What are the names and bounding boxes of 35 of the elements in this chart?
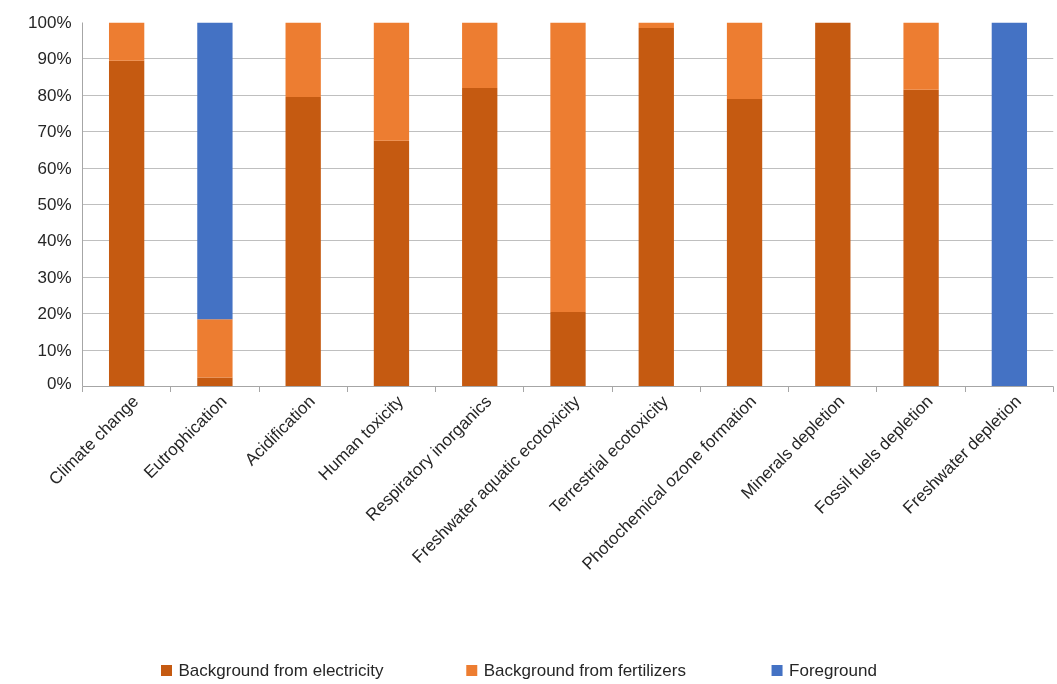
legend-label: Background from electricity — [178, 661, 385, 680]
y-tick-label: 30% — [37, 267, 72, 287]
bar — [815, 22, 851, 387]
bar — [550, 311, 586, 387]
y-tick-label: 80% — [37, 85, 72, 105]
bar — [726, 98, 763, 387]
bar — [462, 88, 498, 387]
bar — [903, 89, 939, 387]
bar — [550, 22, 586, 312]
y-tick-label: 40% — [37, 231, 72, 251]
bar — [638, 27, 674, 387]
bar — [197, 22, 233, 320]
y-tick-label: 20% — [37, 304, 72, 324]
bar — [462, 22, 498, 89]
y-tick-label: 50% — [37, 195, 72, 214]
bar — [373, 140, 410, 387]
bar — [903, 22, 939, 90]
bar — [373, 22, 410, 141]
bar — [991, 22, 1028, 387]
bar — [285, 22, 321, 98]
bar — [726, 22, 763, 99]
legend-label: Foreground — [789, 661, 877, 680]
legend-label: Background from fertilizers — [483, 661, 686, 680]
bar — [285, 97, 321, 387]
bar — [638, 22, 674, 28]
y-tick-label: 90% — [37, 49, 72, 69]
bar — [197, 319, 233, 378]
y-tick-label: 60% — [37, 158, 72, 178]
y-tick-label: 100% — [28, 13, 72, 32]
y-tick-label: 0% — [46, 373, 72, 393]
y-tick-label: 10% — [37, 340, 72, 360]
bar — [108, 22, 145, 61]
y-tick-label: 70% — [37, 122, 72, 142]
bar — [197, 377, 233, 387]
bar — [108, 60, 145, 387]
